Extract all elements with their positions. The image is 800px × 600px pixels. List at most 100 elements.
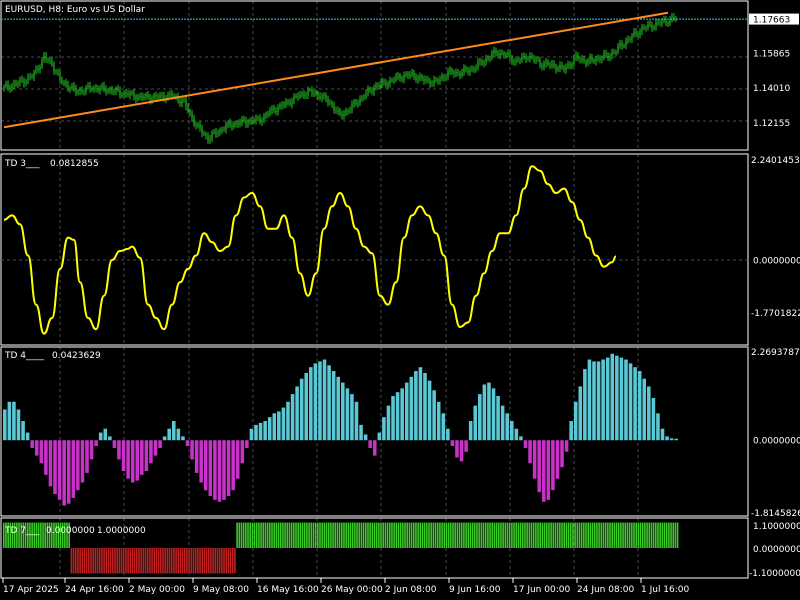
candle-body [589,57,591,61]
time-axis: 17 Apr 2025 24 Apr 16:00 2 May 00:00 9 May … [2,578,690,595]
td4-bar [331,371,336,441]
td7-bar [515,522,518,548]
td7-bar [146,548,149,574]
td7-bar [574,522,576,548]
td7-bar [476,522,478,548]
td7-bar [118,548,121,574]
td7-bar [231,548,234,574]
candle-body [301,93,303,95]
td7-bar [286,522,289,548]
trendline[interactable] [3,11,669,129]
td7-bar [550,522,552,548]
td7-bar [576,522,579,548]
candle-body [109,89,111,91]
td4-bar [555,440,560,479]
td4-bar [327,365,331,441]
td7-bar [103,548,105,574]
candle-body [443,76,445,78]
candle-body [571,64,573,66]
candle-body [169,93,171,95]
td7-bar [439,522,441,548]
chart-title: EURUSD, H8: Euro vs US Dollar [5,5,145,15]
candle-body [593,59,595,62]
td7-bar [458,522,461,548]
candle-body [281,104,283,106]
td3-indicator-panel[interactable]: TD 3___ 0.0812855 2.2401453 0.0000000 -1… [0,153,800,346]
candle-body [407,73,409,76]
td7-bar [434,522,437,548]
td7-bar [338,522,341,548]
candle-body [329,102,331,104]
candle-body [19,79,21,84]
candle-body [531,55,533,57]
candle-body [17,83,19,85]
td7-bar [61,522,64,548]
candle-body [375,84,377,89]
td7-bar [179,548,182,574]
candle-body [481,60,483,64]
td4-bar [167,428,171,441]
candle-body [5,84,7,87]
td4-bar [199,440,203,483]
td7-bar [611,522,613,548]
td7-bar [258,522,260,548]
candle-body [583,58,585,62]
candle-body [341,113,343,117]
td7-bar [554,522,557,548]
td4-bar [569,421,573,441]
td4-bar [112,440,117,448]
candle-body [617,46,619,52]
td7-bar [46,522,49,548]
td7-bar [175,548,177,574]
td7-bar [545,522,548,548]
candle-body [133,92,135,98]
price-candles [3,12,677,144]
candle-body [59,72,61,80]
td7-bar [164,548,166,574]
candle-body [193,118,195,125]
td7-bar [445,522,448,548]
candle-body [143,96,145,99]
td4-bar [12,401,16,441]
td4-indicator-panel[interactable]: TD 4____ 0.0423629 2.2693787 0.0000000 -… [0,346,800,519]
td4-bar [446,428,450,441]
candle-body [647,23,649,28]
td7-bar [321,522,323,548]
td7-bar [273,522,275,548]
td4-bar [519,436,523,441]
candle-body [253,121,255,123]
candle-body [101,85,103,88]
candle-body [49,60,51,62]
td7-bar [129,548,132,574]
td7-bar [415,522,417,548]
td7-bar [487,522,489,548]
candle-body [187,106,189,112]
candle-body [11,85,13,90]
td7-bar [186,548,188,574]
td4-bar [359,424,363,441]
td7-bar [192,548,195,574]
td7-bar [530,522,533,548]
candle-body [595,59,597,62]
td4-bar [85,440,89,473]
candle-body [69,88,71,90]
td7-bar [160,548,162,574]
candle-body [121,94,123,96]
td7-indicator-panel[interactable]: TD 7___ 0.0000000 1.0000000 1.1000000 0.… [0,517,800,579]
td7-bar [532,522,535,548]
time-label: 2 Jun 08:00 [385,585,437,595]
td7-bar [74,548,77,574]
td7-bar [142,548,145,574]
candle-body [543,64,545,68]
td4-bar [487,382,491,441]
td7-bar [465,522,467,548]
td7-bar [517,522,520,548]
candle-body [489,58,491,60]
candle-body [429,80,431,85]
td7-bar [138,548,140,574]
price-panel[interactable]: EURUSD, H8: Euro vs US Dollar 1.17663 1.… [0,0,799,151]
td4-panel-frame [0,346,749,517]
candle-body [615,51,617,53]
td7-bar [229,548,232,574]
